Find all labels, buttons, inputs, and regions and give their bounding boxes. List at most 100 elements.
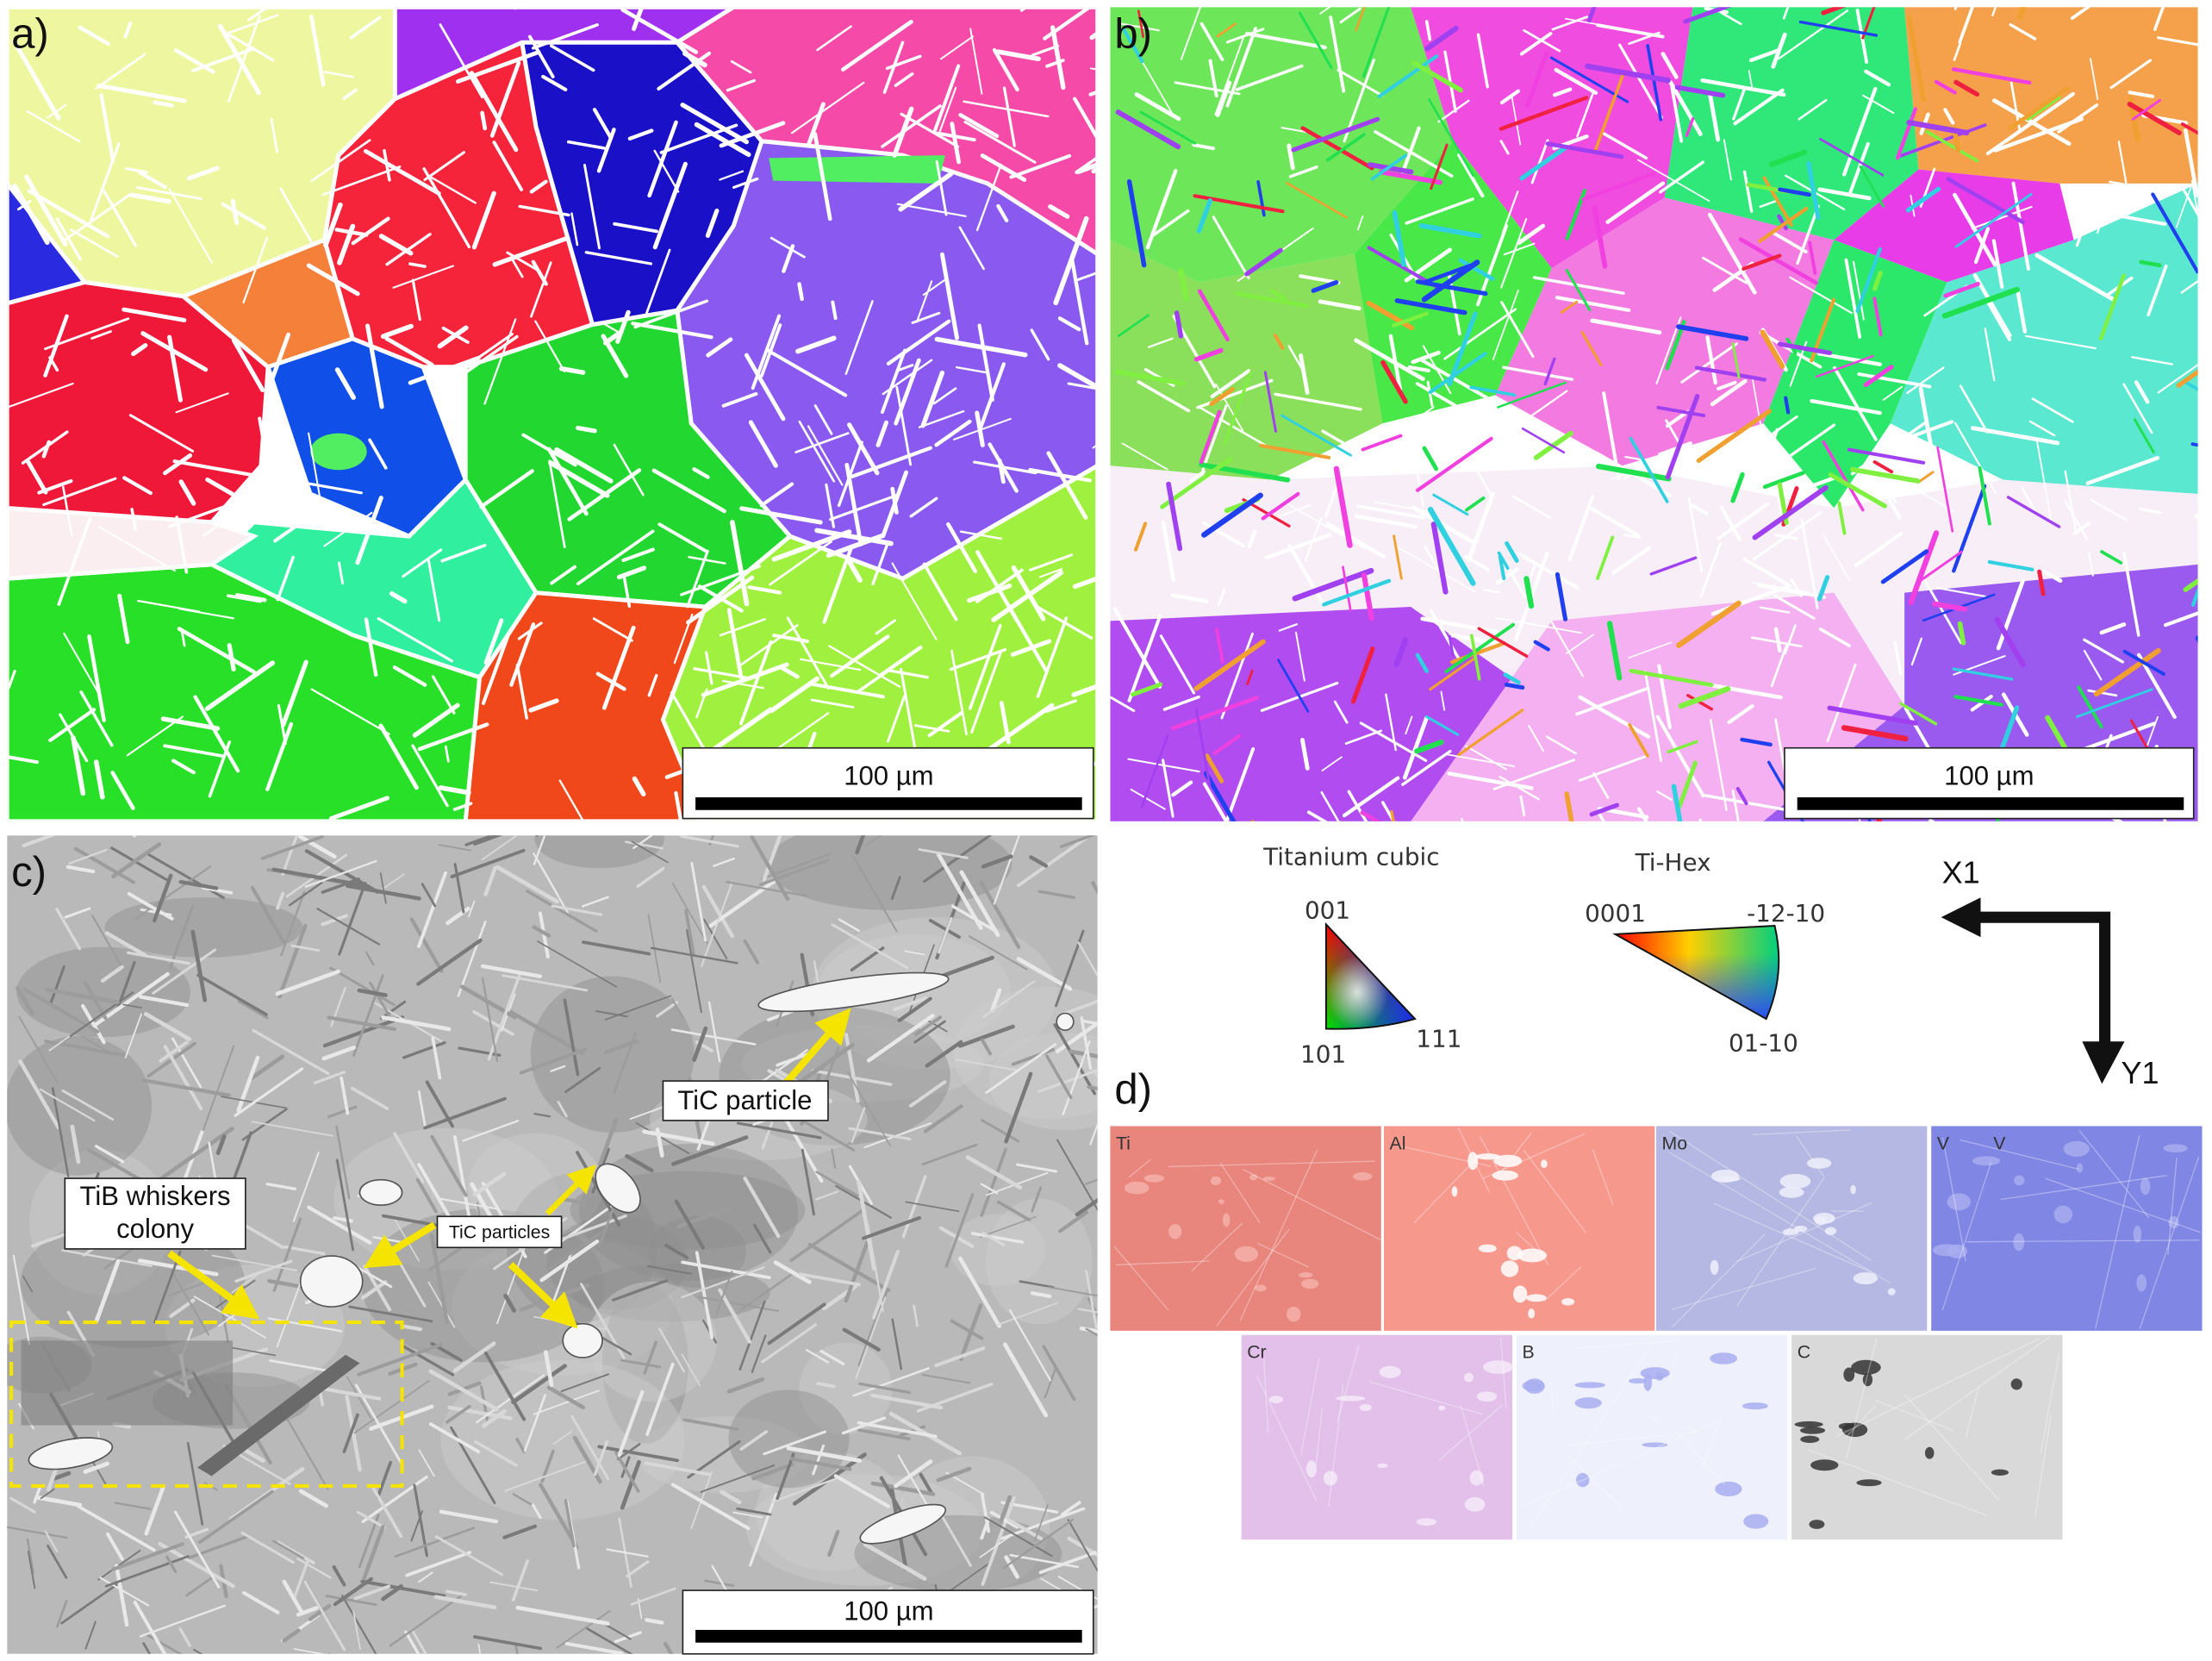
lath (139, 995, 190, 1008)
eds-map (1110, 1126, 1381, 1331)
eds-feature (1528, 1308, 1536, 1319)
lath (2163, 611, 2198, 628)
eds-boundary (1941, 1162, 1992, 1311)
eds-boundary (1328, 1384, 1344, 1508)
lath (1050, 25, 1066, 91)
lath (950, 649, 968, 736)
lath (1628, 641, 1673, 659)
lath (1671, 784, 1683, 821)
lath (426, 173, 477, 204)
lath (1674, 84, 1726, 98)
lath (481, 835, 519, 861)
lath (533, 835, 546, 865)
lath (2184, 128, 2198, 198)
lath (337, 561, 345, 584)
lath (938, 916, 953, 954)
lath (2011, 181, 2030, 271)
lath (1405, 197, 1474, 225)
lath (1806, 161, 1821, 221)
lath (335, 1126, 351, 1200)
lath (313, 1071, 346, 1084)
lath (171, 1037, 203, 1089)
lath (697, 1296, 780, 1313)
lath (806, 102, 826, 148)
lath (127, 891, 174, 921)
lath (389, 1595, 462, 1647)
lath (98, 526, 176, 572)
lath (704, 1579, 735, 1587)
grain (769, 155, 945, 184)
lath (895, 364, 914, 372)
particle (757, 971, 950, 1013)
particle (1056, 1012, 1075, 1031)
lath (1778, 187, 1811, 197)
lath (1844, 258, 1862, 339)
lath (1429, 656, 1477, 691)
lath (2131, 98, 2162, 121)
lath (165, 1555, 178, 1574)
lath (1037, 890, 1075, 899)
lath (570, 212, 579, 247)
lath (989, 1510, 1019, 1529)
lath (786, 1446, 863, 1463)
lath (1918, 550, 1963, 583)
panel-label: c) (11, 849, 47, 896)
particle (299, 1255, 364, 1308)
lath (1360, 810, 1382, 821)
lath (765, 348, 848, 397)
lath (1624, 455, 1712, 473)
lath (1333, 700, 1349, 724)
lath (469, 71, 519, 153)
lath (1048, 204, 1070, 219)
particle (28, 1437, 114, 1471)
lath (642, 1129, 715, 1146)
lath (226, 14, 279, 35)
lath (1987, 559, 2034, 571)
lath (1784, 423, 1836, 461)
lath (440, 543, 487, 563)
lath (464, 835, 496, 846)
lath (1029, 855, 1049, 868)
lath (1800, 519, 1819, 610)
lath (936, 1466, 972, 1483)
lath (831, 923, 909, 970)
lath (564, 1499, 576, 1548)
lath (1273, 334, 1285, 350)
lath (1816, 352, 1882, 366)
lath (1087, 1085, 1098, 1091)
lath (1523, 576, 1535, 609)
lath (27, 1550, 36, 1589)
lath (1773, 627, 1782, 653)
lath (1269, 289, 1287, 301)
lath (415, 1177, 438, 1214)
lath (55, 1600, 68, 1628)
eds-feature (1862, 1373, 1873, 1387)
lath (422, 167, 471, 249)
lath (904, 950, 925, 956)
lath (2077, 685, 2103, 729)
lath (140, 331, 209, 372)
axes-indicator (1941, 897, 2125, 1084)
lath (168, 904, 195, 970)
legend-vertex: 01-10 (1729, 1029, 1798, 1058)
lath (1637, 807, 1648, 821)
eds-boundary (1543, 1266, 1582, 1302)
lath (979, 880, 1021, 949)
lath (1393, 534, 1403, 580)
lath (137, 170, 167, 190)
lath (271, 867, 365, 888)
lath (1906, 366, 1945, 395)
lath (592, 617, 633, 642)
lath (905, 1201, 960, 1213)
lath (26, 109, 81, 143)
eds-feature (1168, 1224, 1182, 1240)
lath (1494, 616, 1582, 634)
scale-line (695, 1629, 1082, 1643)
lath (99, 1577, 150, 1607)
lath (1707, 212, 1757, 295)
lath (329, 966, 396, 1007)
lath (307, 1205, 372, 1245)
lath (234, 593, 267, 603)
eds-boundary (1904, 1335, 2051, 1440)
lath (197, 1489, 274, 1545)
